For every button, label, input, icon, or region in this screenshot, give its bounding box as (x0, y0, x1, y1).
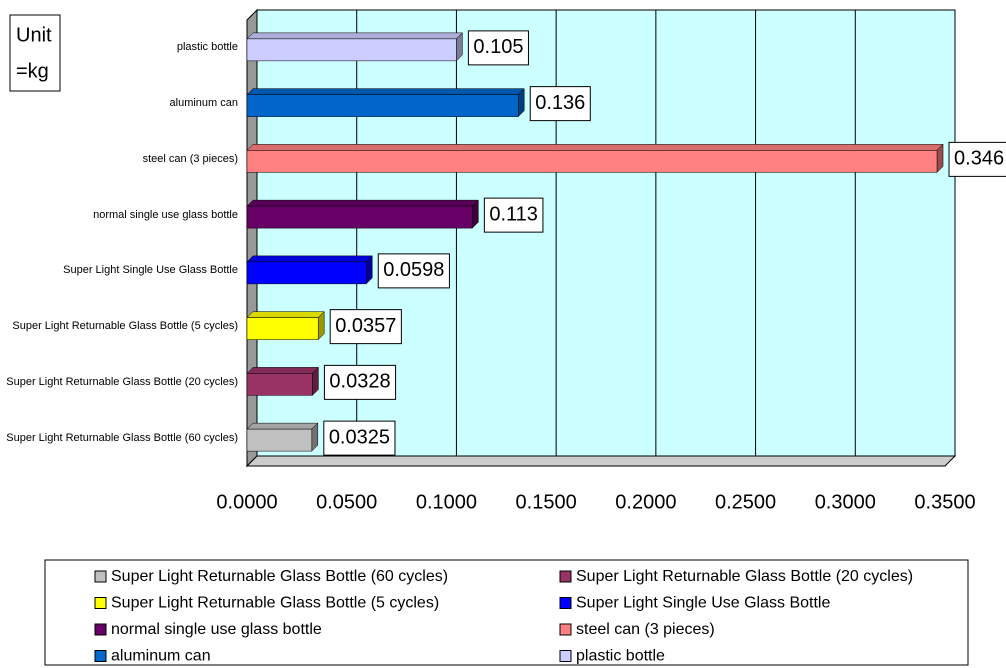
bar-top (246, 255, 373, 263)
value-label-box (467, 30, 529, 66)
category-text: plastic bottle (176, 41, 238, 54)
category-text: Super Light Returnable Glass Bottle (60 … (6, 431, 238, 444)
bar-top (246, 88, 525, 95)
bar (246, 205, 473, 229)
value-label: 0.0328 (329, 371, 390, 393)
value-label: 0.0598 (383, 259, 444, 281)
x-tick-label: 0.0500 (316, 491, 377, 513)
category-text: normal single use glass bottle (93, 208, 238, 221)
bar-top (246, 144, 944, 151)
legend-swatch (94, 570, 107, 583)
category-text: Super Light Single Use Glass Bottle (63, 264, 238, 277)
legend-swatch (94, 597, 107, 609)
value-label-box (529, 86, 591, 122)
legend-swatch (559, 623, 572, 636)
y-tick-label: Super Light Single Use Glass Bottle (0, 243, 238, 299)
y-tick-label: steel can (3 pieces) (0, 132, 238, 188)
x-tick-label: 0.0000 (216, 491, 277, 513)
legend-swatch (559, 597, 572, 609)
x-tick-label: 0.2500 (715, 491, 776, 513)
value-label: 0.346 (954, 148, 1004, 170)
category-text: aluminum can (169, 97, 238, 110)
x-tick-label: 0.1500 (516, 491, 577, 513)
unit-box (9, 14, 61, 92)
bar (246, 150, 938, 173)
floor (245, 455, 957, 467)
legend-label: Super Light Returnable Glass Bottle (5 c… (111, 595, 439, 612)
x-tick-label: 0.3500 (914, 491, 975, 513)
bar (246, 261, 367, 285)
legend-label: plastic bottle (576, 648, 665, 665)
legend-label: Super Light Single Use Glass Bottle (576, 595, 830, 612)
bar (246, 94, 519, 117)
x-tick-label: 0.2000 (615, 491, 676, 513)
category-text: Super Light Returnable Glass Bottle (5 c… (12, 320, 238, 333)
legend-swatch (559, 570, 572, 583)
value-label: 0.0325 (329, 426, 390, 448)
category-text: Super Light Returnable Glass Bottle (20 … (6, 375, 238, 388)
bar-top (246, 199, 479, 207)
value-label-box (323, 364, 397, 400)
bar (246, 373, 313, 396)
y-tick-label: plastic bottle (0, 20, 238, 76)
category-text: steel can (3 pieces) (142, 152, 238, 165)
y-tick-label: normal single use glass bottle (0, 187, 238, 243)
value-label: 0.0357 (335, 315, 396, 337)
x-tick-label: 0.1000 (416, 491, 477, 513)
unit-line: Unit (16, 24, 52, 46)
value-label-box (377, 253, 450, 289)
value-label-box (948, 141, 1006, 177)
bar-top (246, 367, 320, 374)
y-tick-label: Super Light Returnable Glass Bottle (60 … (0, 410, 238, 466)
y-tick-label: Super Light Returnable Glass Bottle (5 c… (0, 299, 238, 355)
unit-line: =kg (16, 60, 49, 82)
legend-label: steel can (3 pieces) (576, 621, 715, 638)
bar-top (246, 311, 325, 318)
y-tick-label: Super Light Returnable Glass Bottle (20 … (0, 355, 238, 411)
legend-label: Super Light Returnable Glass Bottle (60 … (111, 568, 448, 585)
value-label: 0.105 (473, 36, 523, 58)
legend-swatch (94, 650, 107, 662)
bar-top (246, 32, 464, 40)
legend-swatch (559, 650, 572, 662)
value-label: 0.113 (489, 203, 538, 225)
value-label-box (323, 420, 396, 456)
bar (246, 428, 313, 452)
side-wall (246, 8, 258, 468)
bar (246, 317, 319, 340)
bar (246, 38, 457, 62)
bar-top (246, 422, 319, 430)
legend-swatch (94, 623, 107, 636)
legend-label: normal single use glass bottle (111, 621, 322, 638)
value-label-box (483, 197, 544, 233)
y-tick-label: aluminum can (0, 76, 238, 132)
value-label: 0.136 (535, 92, 585, 114)
x-tick-label: 0.3000 (815, 491, 876, 513)
legend-label: aluminum can (111, 648, 211, 665)
legend-box (44, 559, 969, 666)
value-label-box (329, 309, 402, 345)
legend-label: Super Light Returnable Glass Bottle (20 … (576, 568, 913, 585)
